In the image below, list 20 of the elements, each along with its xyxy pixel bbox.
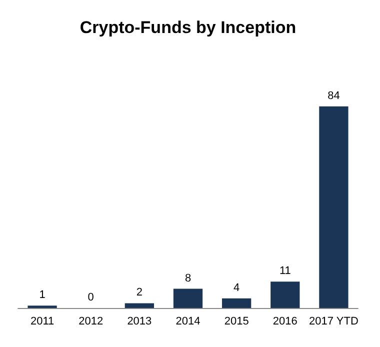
x-tick-label: 2016 <box>272 316 298 328</box>
data-label: 2 <box>136 286 142 299</box>
x-tick-label: 2015 <box>224 316 249 328</box>
x-tick-label: 2017 YTD <box>309 316 358 328</box>
x-tick-label: 2014 <box>176 316 200 328</box>
data-label: 0 <box>88 292 94 304</box>
data-label: 1 <box>39 289 46 302</box>
data-label: 84 <box>328 90 340 102</box>
bar <box>319 106 348 308</box>
x-tick-label: 2011 <box>30 316 54 328</box>
data-label: 11 <box>279 265 291 278</box>
bar <box>222 298 252 308</box>
bar <box>124 303 154 308</box>
x-tick-label: 2012 <box>78 316 104 328</box>
x-tick-label: 2013 <box>127 316 152 328</box>
data-label: 4 <box>234 282 240 294</box>
data-label: 8 <box>184 272 192 284</box>
bar <box>173 288 203 308</box>
bar <box>270 282 300 308</box>
chart-title: Crypto-Funds by Inception <box>80 18 296 37</box>
